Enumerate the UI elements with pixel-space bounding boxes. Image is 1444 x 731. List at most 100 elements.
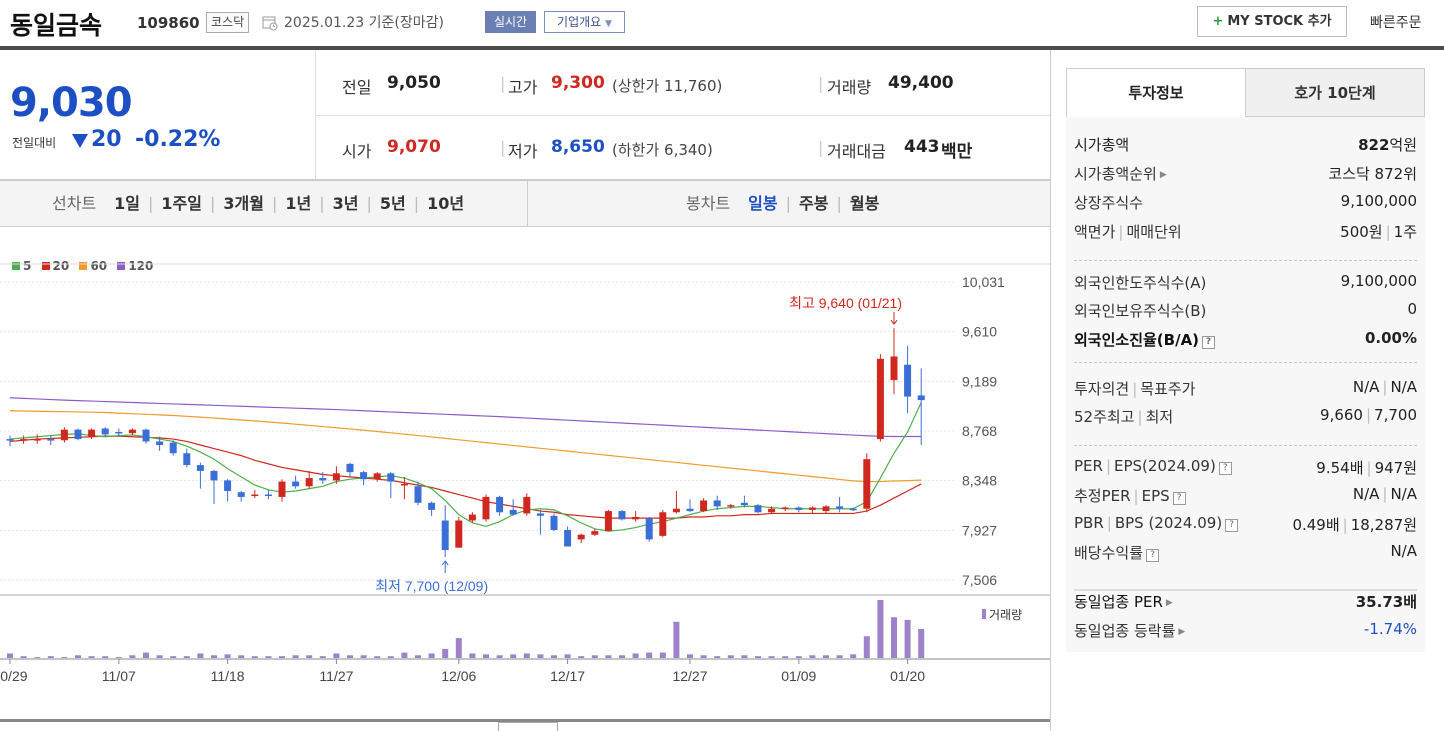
period-5y[interactable]: 5년 xyxy=(379,194,406,213)
volume-bar xyxy=(891,617,897,658)
ma20-line xyxy=(9,435,922,519)
volume-bar xyxy=(333,653,340,658)
period-1w[interactable]: 1주일 xyxy=(161,194,202,213)
foreign-hold-label: 외국인보유주식수(B) xyxy=(1074,302,1207,320)
volume-bar xyxy=(170,656,177,658)
week52-high-label: 52주최고 xyxy=(1074,408,1135,426)
volume-bar xyxy=(279,656,285,658)
opinion-label-text: 투자의견 xyxy=(1074,380,1130,398)
help-icon[interactable]: ? xyxy=(1225,519,1239,532)
help-icon[interactable]: ? xyxy=(1202,336,1216,349)
volume-bar xyxy=(700,655,707,658)
stock-chart[interactable]: 5 20 60 120 10,031 9,610 9,189 8,768 8,348 7,… xyxy=(0,228,1050,728)
volume-bar xyxy=(768,656,775,658)
lower-limit: (하한가 6,340) xyxy=(612,141,713,159)
volume-bar xyxy=(61,657,68,658)
candle-monthly[interactable]: 월봉 xyxy=(849,194,880,213)
period-bar: 선차트 1일 | 1주일 | 3개월 | 1년 | 3년 | 5년 | 10년 봉차트 일봉 | 주봉 | 월봉 xyxy=(0,180,1050,227)
candle-body xyxy=(577,534,585,540)
candle-body xyxy=(781,507,789,510)
candle-body xyxy=(169,442,177,454)
per-label-text: PER xyxy=(1074,457,1103,475)
rank-label[interactable]: 시가총액순위 ▶ xyxy=(1074,163,1167,184)
per-value: 9.54배 | 947원 xyxy=(1316,457,1417,478)
foreign-limit-label: 외국인한도주식수(A) xyxy=(1074,274,1207,292)
line-chart-label: 선차트 xyxy=(52,194,97,213)
candle-body xyxy=(101,428,109,435)
open-label: 시가 xyxy=(342,142,372,161)
par-label: 액면가 xyxy=(1074,223,1116,241)
x-tick-label: 12/27 xyxy=(672,668,707,684)
divider: | xyxy=(818,74,824,93)
volume-bar xyxy=(306,655,313,658)
candle-body xyxy=(360,472,368,480)
x-tick-label: 10/29 xyxy=(0,668,28,684)
industry-rate-label[interactable]: 동일업종 등락률 ▶ xyxy=(1074,620,1185,641)
period-3m[interactable]: 3개월 xyxy=(223,194,264,213)
my-stock-add-button[interactable]: + MY STOCK 추가 xyxy=(1197,6,1347,37)
collapse-toggle[interactable] xyxy=(498,722,558,731)
est-per-row: 추정PER | EPS? N/A | N/A xyxy=(1074,485,1417,513)
help-icon[interactable]: ? xyxy=(1172,492,1186,505)
shares-row: 상장주식수 9,100,000 xyxy=(1074,192,1417,220)
volume-bar xyxy=(850,654,857,658)
est-per-value: N/A | N/A xyxy=(1353,485,1417,503)
separator: | xyxy=(1382,485,1388,503)
period-1y[interactable]: 1년 xyxy=(285,194,312,213)
industry-per-label[interactable]: 동일업종 PER ▶ xyxy=(1074,591,1173,612)
volume-bar xyxy=(455,638,462,658)
volume-bar xyxy=(238,655,245,658)
volume-bar xyxy=(20,656,27,658)
volume-bar xyxy=(34,657,41,658)
volume-bar xyxy=(741,655,748,658)
dividend-row: 배당수익률? N/A xyxy=(1074,542,1417,570)
volume-bar xyxy=(809,655,816,658)
market-badge: 코스닥 xyxy=(206,12,250,33)
volume-bar xyxy=(115,657,122,658)
tab-order-book[interactable]: 호가 10단계 xyxy=(1245,68,1425,117)
legend-ma20: 20 xyxy=(52,259,70,273)
diff-label: 전일대비 xyxy=(12,136,57,150)
candle-body xyxy=(224,480,232,492)
rank-label-text: 시가총액순위 xyxy=(1074,165,1157,183)
volume-bar xyxy=(687,654,693,658)
realtime-button[interactable]: 실시간 xyxy=(485,11,536,33)
candle-body xyxy=(346,463,354,473)
help-icon[interactable]: ? xyxy=(1146,549,1160,562)
volume-bar xyxy=(469,653,476,658)
volume-bar xyxy=(47,656,54,658)
divider xyxy=(1074,445,1417,446)
amount-unit: 백만 xyxy=(941,142,973,162)
eps-value: 947원 xyxy=(1374,459,1417,477)
stock-name: 동일금속 xyxy=(10,11,103,40)
chart-bottom-border xyxy=(0,719,1050,722)
candle-body xyxy=(33,439,41,441)
candle-body xyxy=(128,429,136,434)
quick-order-link[interactable]: 빠른주문 xyxy=(1370,15,1422,31)
company-overview-button[interactable]: 기업개요 ▼ xyxy=(544,11,625,33)
period-10y[interactable]: 10년 xyxy=(427,194,465,213)
separator: | xyxy=(1382,378,1388,396)
tab-invest-info[interactable]: 투자정보 xyxy=(1066,68,1246,117)
est-per-label: 추정PER | EPS? xyxy=(1074,485,1186,506)
market-cap-number: 822 xyxy=(1358,136,1390,154)
candle-body xyxy=(890,356,898,381)
candle-body xyxy=(74,429,82,440)
period-3y[interactable]: 3년 xyxy=(332,194,359,213)
legend-ma5: 5 xyxy=(23,259,32,273)
volume-bar xyxy=(714,656,721,658)
volume-bar xyxy=(143,652,149,658)
separator: | xyxy=(413,194,420,213)
volume-bar xyxy=(523,653,530,658)
volume-label: 거래량 xyxy=(827,78,872,97)
candle-weekly[interactable]: 주봉 xyxy=(799,194,829,213)
candle-body xyxy=(183,453,191,466)
candle-daily[interactable]: 일봉 xyxy=(748,194,778,213)
divider xyxy=(1074,260,1417,261)
volume-bar xyxy=(659,652,666,658)
help-icon[interactable]: ? xyxy=(1218,462,1232,475)
period-1d[interactable]: 1일 xyxy=(114,194,141,213)
plus-icon: + xyxy=(1212,14,1224,29)
volume-bar xyxy=(347,655,353,658)
candle-body xyxy=(713,500,721,507)
